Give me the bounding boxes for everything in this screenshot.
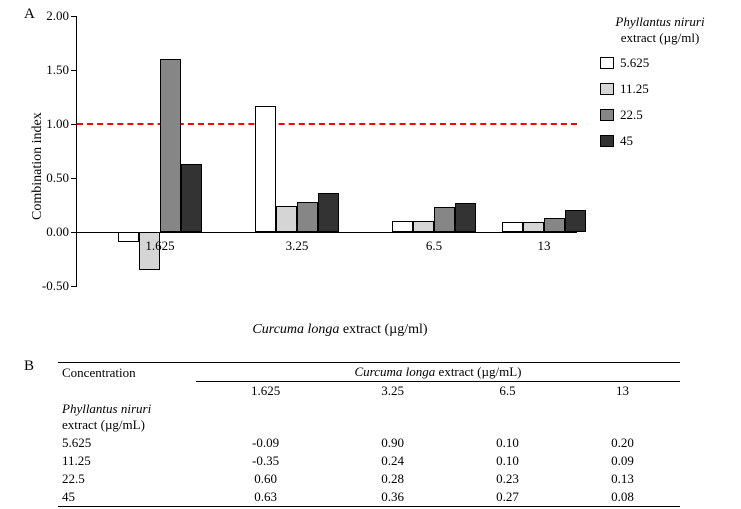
bar	[160, 59, 181, 232]
y-tick-label: -0.50	[29, 278, 69, 294]
panel-b-label: B	[24, 358, 34, 375]
bar	[434, 207, 455, 232]
bar	[181, 164, 202, 232]
bar	[392, 221, 413, 232]
legend-title: Phyllantus niruriextract (µg/ml)	[590, 14, 730, 47]
legend-item: 22.5	[600, 107, 730, 123]
x-tick-label: 6.5	[426, 238, 442, 254]
table-cell: 0.28	[335, 470, 450, 488]
table-header: 3.25	[335, 382, 450, 401]
table-cell: 0.24	[335, 452, 450, 470]
legend-swatch	[600, 135, 614, 147]
y-tick-label: 1.50	[29, 62, 69, 78]
x-axis-title: Curcuma longa extract (µg/ml)	[190, 322, 490, 338]
table-cell: 0.08	[565, 488, 680, 507]
table-header: Curcuma longa extract (µg/mL)	[196, 363, 680, 382]
bar	[413, 221, 434, 232]
bar	[318, 193, 339, 232]
legend-label: 11.25	[620, 81, 649, 97]
legend-swatch	[600, 83, 614, 95]
bar	[544, 218, 565, 232]
table-cell: 0.60	[196, 470, 335, 488]
table-header: 13	[565, 382, 680, 401]
data-table: ConcentrationCurcuma longa extract (µg/m…	[58, 362, 680, 507]
legend-swatch	[600, 57, 614, 69]
table-row-header: Phyllantus niruriextract (µg/mL)	[58, 400, 680, 434]
legend-label: 22.5	[620, 107, 643, 123]
table-cell: 0.36	[335, 488, 450, 507]
plot-area: -0.500.000.501.001.502.001.6253.256.513	[77, 16, 577, 286]
table-row-label: 11.25	[58, 452, 196, 470]
legend-item: 5.625	[600, 55, 730, 71]
y-tick	[71, 178, 77, 179]
table-cell: 0.90	[335, 434, 450, 452]
table-cell	[58, 382, 196, 401]
y-tick-label: 0.00	[29, 224, 69, 240]
y-tick	[71, 286, 77, 287]
bar	[565, 210, 586, 232]
legend: Phyllantus niruriextract (µg/ml) 5.625 11…	[590, 14, 730, 159]
table-cell: 0.10	[450, 434, 565, 452]
table-cell: 0.23	[450, 470, 565, 488]
bar	[455, 203, 476, 232]
bar	[523, 222, 544, 232]
legend-item: 45	[600, 133, 730, 149]
bar	[118, 232, 139, 242]
bar	[297, 202, 318, 232]
table-cell: 0.13	[565, 470, 680, 488]
table-cell: 0.63	[196, 488, 335, 507]
y-tick-label: 2.00	[29, 8, 69, 24]
legend-item: 11.25	[600, 81, 730, 97]
table-row-label: 45	[58, 488, 196, 507]
legend-label: 45	[620, 133, 633, 149]
bar	[276, 206, 297, 232]
legend-label: 5.625	[620, 55, 649, 71]
x-tick-label: 13	[538, 238, 551, 254]
y-tick	[71, 70, 77, 71]
table-header: 6.5	[450, 382, 565, 401]
y-tick	[71, 232, 77, 233]
y-tick	[71, 124, 77, 125]
table-header: Concentration	[58, 363, 196, 382]
y-axis-title: Combination index	[30, 112, 46, 220]
bar	[255, 106, 276, 232]
table-cell: -0.35	[196, 452, 335, 470]
table-row-label: 22.5	[58, 470, 196, 488]
x-tick-label: 1.625	[145, 238, 174, 254]
chart: -0.500.000.501.001.502.001.6253.256.513	[76, 16, 577, 286]
table-row-label: 5.625	[58, 434, 196, 452]
x-tick-label: 3.25	[286, 238, 309, 254]
bar	[502, 222, 523, 232]
table-cell: 0.20	[565, 434, 680, 452]
y-tick	[71, 16, 77, 17]
table-cell: -0.09	[196, 434, 335, 452]
reference-line	[77, 123, 577, 125]
figure: A -0.500.000.501.001.502.001.6253.256.51…	[0, 0, 741, 509]
table-cell: 0.09	[565, 452, 680, 470]
table-header: 1.625	[196, 382, 335, 401]
legend-swatch	[600, 109, 614, 121]
table-cell: 0.10	[450, 452, 565, 470]
table-cell: 0.27	[450, 488, 565, 507]
